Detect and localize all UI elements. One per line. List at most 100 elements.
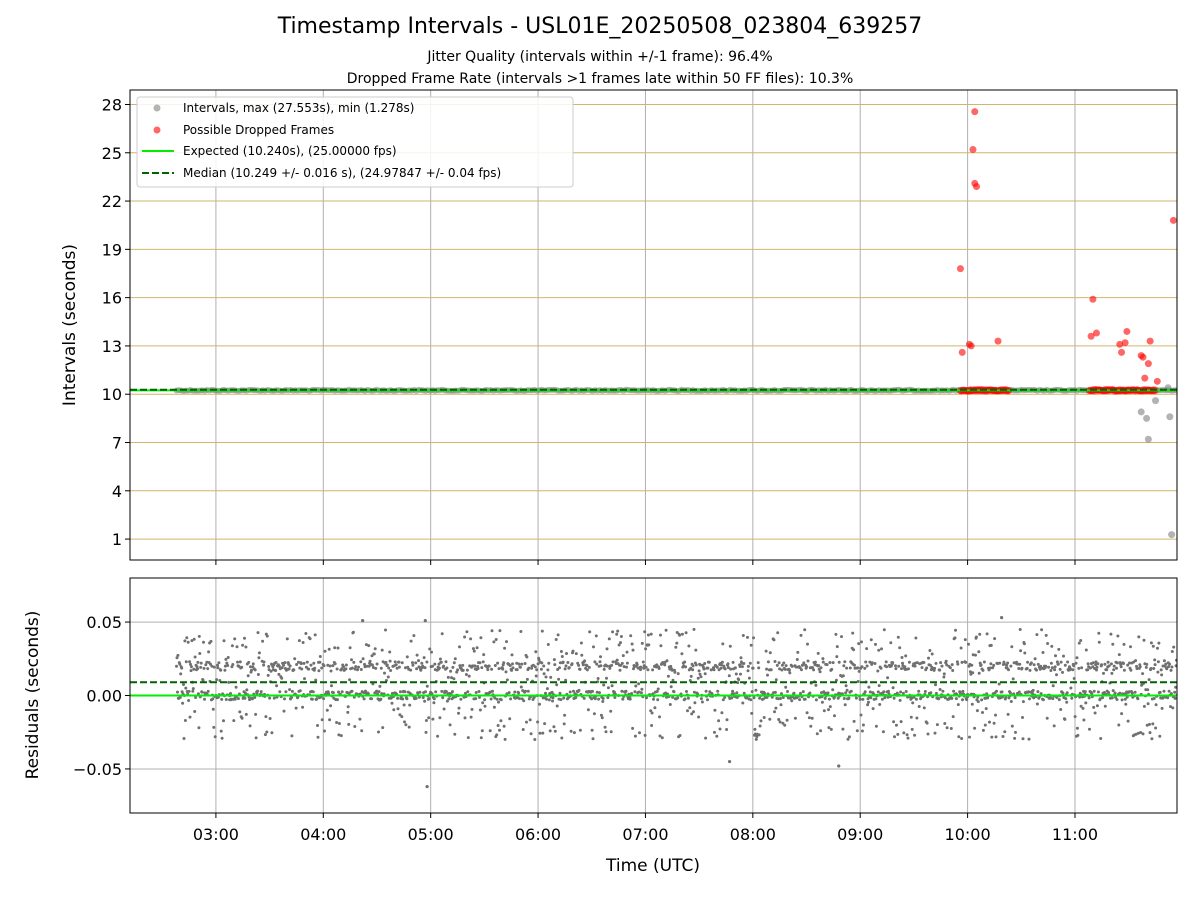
residual-point xyxy=(401,697,405,701)
residual-point xyxy=(933,731,937,735)
residual-point xyxy=(629,634,633,638)
residual-point xyxy=(1066,660,1070,664)
residual-point xyxy=(558,661,562,665)
residual-point xyxy=(191,689,195,693)
residual-point xyxy=(592,712,596,716)
residual-point xyxy=(243,636,246,640)
residual-point xyxy=(178,662,182,666)
residual-point xyxy=(414,661,418,665)
residual-point xyxy=(902,731,906,735)
dropped-frame-point xyxy=(1153,377,1161,385)
residual-point xyxy=(356,668,359,672)
residual-point xyxy=(184,686,188,690)
residual-point xyxy=(559,650,563,653)
residual-point xyxy=(700,700,704,704)
residual-point xyxy=(472,649,476,653)
residual-point xyxy=(490,667,494,671)
residual-point xyxy=(1159,668,1163,672)
residual-point xyxy=(1141,672,1145,676)
residual-point xyxy=(1128,661,1131,665)
residual-point xyxy=(1049,669,1053,672)
residual-point xyxy=(687,644,691,648)
residual-point xyxy=(868,690,872,694)
residual-point xyxy=(1013,736,1017,740)
residual-point xyxy=(960,737,964,740)
residual-point xyxy=(800,668,803,672)
intervals-y-tick-label: 28 xyxy=(102,95,122,114)
residual-point xyxy=(254,712,258,716)
residual-point xyxy=(555,704,559,708)
residual-point xyxy=(446,675,450,679)
residual-point xyxy=(978,632,982,636)
residual-point xyxy=(950,696,954,700)
residual-point xyxy=(949,727,953,730)
residual-point xyxy=(295,663,299,666)
residual-point xyxy=(1073,715,1077,719)
residual-point xyxy=(765,667,769,671)
residual-point xyxy=(951,715,955,719)
residual-point xyxy=(592,645,595,649)
x-tick-label: 06:00 xyxy=(515,825,561,844)
residual-point xyxy=(967,642,970,646)
residual-point xyxy=(431,664,434,668)
residual-point xyxy=(408,703,412,707)
residual-point xyxy=(1113,691,1117,695)
residual-point xyxy=(780,663,784,667)
residual-point xyxy=(445,699,449,703)
residual-point xyxy=(483,698,487,702)
residual-point xyxy=(971,653,975,657)
residual-point xyxy=(979,663,983,667)
residual-point xyxy=(886,676,890,680)
residual-point xyxy=(1028,697,1031,701)
residual-point xyxy=(811,666,815,670)
residual-point xyxy=(301,641,305,644)
x-tick-label: 11:00 xyxy=(1052,825,1098,844)
residual-point xyxy=(747,676,751,680)
residual-point xyxy=(617,643,621,647)
residual-point xyxy=(1070,696,1074,700)
residual-point xyxy=(715,734,719,738)
residual-point xyxy=(374,666,378,670)
residual-point xyxy=(631,726,635,730)
residual-point xyxy=(1054,654,1057,658)
dropped-frame-point xyxy=(1121,339,1129,347)
residual-point xyxy=(601,697,605,700)
residual-point xyxy=(560,655,564,658)
residual-point xyxy=(763,692,767,695)
residual-point xyxy=(554,638,558,641)
residual-point xyxy=(772,638,776,642)
residual-point xyxy=(1072,677,1076,680)
residual-point xyxy=(856,666,860,670)
residual-point xyxy=(646,633,650,637)
residual-point xyxy=(836,696,840,700)
residual-point xyxy=(368,659,372,663)
residual-point xyxy=(1055,673,1058,677)
residual-point xyxy=(294,706,298,710)
residual-point xyxy=(1044,633,1048,637)
residual-point xyxy=(1055,696,1059,699)
residual-point xyxy=(1019,649,1023,653)
residual-point xyxy=(524,689,527,693)
residual-point xyxy=(283,661,287,665)
residual-point xyxy=(697,669,701,673)
residual-point xyxy=(752,636,755,640)
residual-point xyxy=(241,643,245,647)
residual-point xyxy=(288,688,292,692)
residual-point xyxy=(798,698,802,702)
residual-point xyxy=(989,643,993,647)
residual-point xyxy=(643,630,647,634)
residual-point xyxy=(378,684,382,688)
residual-point xyxy=(473,664,477,668)
residual-point xyxy=(244,645,248,649)
residual-point xyxy=(774,706,778,710)
residual-point xyxy=(726,666,730,670)
residual-point xyxy=(1023,651,1027,655)
residual-point xyxy=(683,697,687,701)
residual-point xyxy=(451,696,455,700)
residual-point xyxy=(766,673,769,677)
intervals-y-tick-label: 7 xyxy=(112,434,122,453)
residual-point xyxy=(951,669,955,672)
residual-point xyxy=(718,727,722,731)
dropped-frame-point xyxy=(1169,216,1177,224)
residual-point xyxy=(901,691,905,695)
